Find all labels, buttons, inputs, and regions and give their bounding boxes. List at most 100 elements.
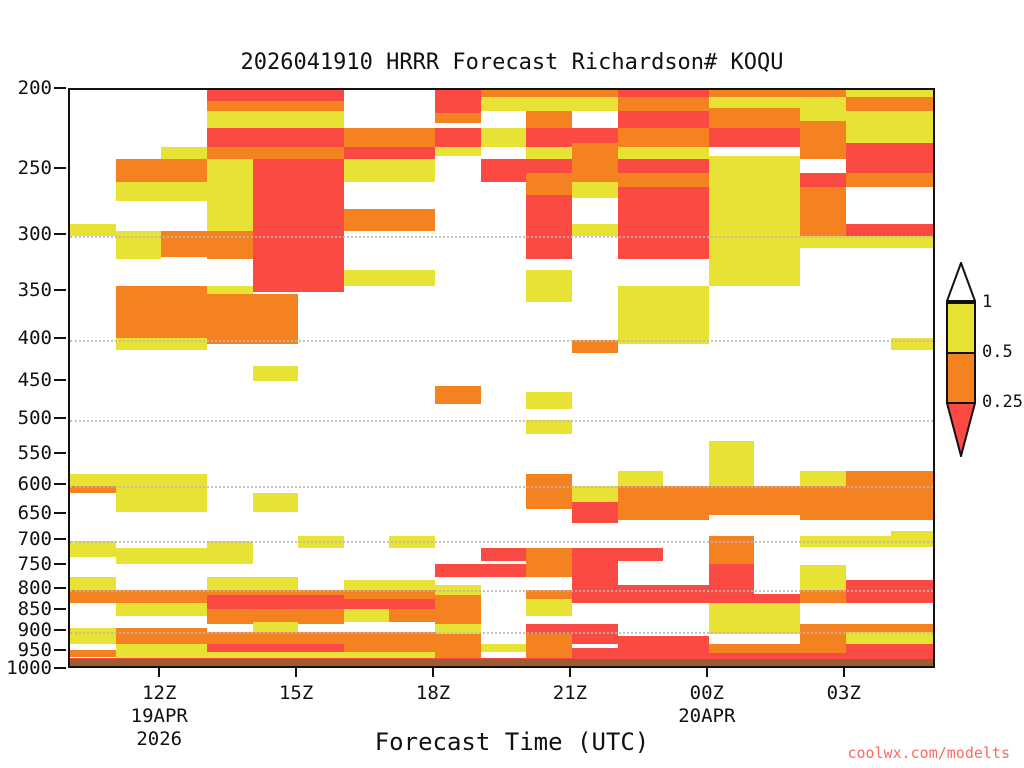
colorbar-tick-label: 1 xyxy=(982,292,993,312)
heatmap-cell xyxy=(708,585,755,595)
heatmap-cell xyxy=(800,107,846,122)
heatmap-cell xyxy=(70,223,116,237)
heatmap-cell xyxy=(115,231,162,244)
heatmap-cell xyxy=(480,589,527,603)
watermark: coolwx.com/modelts xyxy=(847,744,1010,762)
heatmap-cell xyxy=(571,158,618,182)
heatmap-cell xyxy=(298,536,344,548)
heatmap-cell xyxy=(526,195,572,232)
heatmap-cell xyxy=(526,127,572,147)
heatmap-cell xyxy=(115,651,207,659)
heatmap-cell xyxy=(571,565,618,586)
y-axis-tick-label: 800 xyxy=(17,576,52,599)
heatmap-cell xyxy=(845,187,933,224)
heatmap-cell xyxy=(845,565,933,581)
colorbar-tick-label: 0.25 xyxy=(982,392,1023,412)
heatmap-cell xyxy=(845,470,933,486)
heatmap-cell xyxy=(343,609,390,622)
heatmap-cell xyxy=(708,441,755,465)
x-axis-tick-label: 21Z xyxy=(552,682,588,704)
heatmap-cell xyxy=(526,599,572,616)
heatmap-cell xyxy=(70,643,116,650)
heatmap-cell xyxy=(708,173,801,196)
heatmap-cell xyxy=(800,236,846,248)
heatmap-cell xyxy=(571,636,618,644)
y-axis-tick-label: 300 xyxy=(17,223,52,246)
heatmap-cell xyxy=(435,127,481,147)
heatmap-cell xyxy=(617,187,709,209)
colorbar-above-max-arrow xyxy=(945,260,977,302)
heatmap-cell xyxy=(252,208,344,292)
heatmap-cell xyxy=(617,146,709,159)
colorbar-divider xyxy=(946,302,976,304)
heatmap-cell xyxy=(845,158,933,174)
heatmap-cell xyxy=(708,155,801,174)
heatmap-cell xyxy=(480,181,527,207)
heatmap-cell xyxy=(845,236,933,248)
heatmap-cell xyxy=(480,206,527,232)
heatmap-cell xyxy=(571,127,618,144)
heatmap-cell xyxy=(480,127,527,147)
heatmap-cell xyxy=(617,158,709,174)
heatmap-cell xyxy=(708,247,801,287)
heatmap-cell xyxy=(708,127,801,147)
heatmap-cell xyxy=(115,337,207,351)
heatmap-cell xyxy=(115,643,207,652)
heatmap-cell xyxy=(70,236,116,251)
colorbar-divider xyxy=(946,402,976,404)
y-axis-tick-mark xyxy=(54,87,66,89)
colorbar-legend[interactable]: 1 0.5 0.25 xyxy=(945,260,1023,460)
heatmap-cell xyxy=(343,643,436,652)
heatmap-cell xyxy=(800,173,846,188)
heatmap-cell xyxy=(617,90,709,98)
x-axis-tick-label: 18Z xyxy=(415,682,451,704)
heatmap-cell xyxy=(571,236,618,260)
y-axis-tick-label: 650 xyxy=(17,501,52,524)
heatmap-cell xyxy=(435,146,481,156)
heatmap-cell xyxy=(252,158,344,209)
y-axis-tick-mark xyxy=(54,629,66,632)
chart-title: 2026041910 HRRR Forecast Richardson# KOQ… xyxy=(240,50,784,75)
heatmap-cell xyxy=(708,90,846,98)
heatmap-cell xyxy=(571,585,618,603)
heatmap-cell xyxy=(206,632,344,644)
heatmap-cell xyxy=(708,634,801,644)
heatmap-cell xyxy=(480,576,527,590)
heatmap-cell xyxy=(206,589,344,595)
heatmap-cell xyxy=(480,158,527,182)
heatmap-cell xyxy=(343,632,436,644)
heatmap-cell xyxy=(708,653,801,661)
heatmap-cell xyxy=(708,623,801,635)
heatmap-cell xyxy=(708,107,801,128)
heatmap-cell xyxy=(845,143,933,159)
heatmap-cell xyxy=(161,231,207,244)
heatmap-cell xyxy=(845,223,933,237)
heatmap-cell xyxy=(571,485,618,503)
heatmap-cell xyxy=(891,531,933,542)
heatmap-cell xyxy=(526,485,572,510)
heatmap-cell xyxy=(571,223,618,237)
heatmap-cell xyxy=(845,546,933,566)
heatmap-cell xyxy=(800,623,846,636)
y-axis-tick-label: 900 xyxy=(17,619,52,642)
y-axis: 200 250 300 350 400 450 500 550 600 650 700 750 800 8… xyxy=(0,77,66,679)
heatmap-cell xyxy=(70,589,207,603)
colorbar-segment[interactable] xyxy=(946,302,976,352)
heatmap-cell xyxy=(435,155,481,182)
heatmap-cell xyxy=(571,623,618,636)
heatmap-cell xyxy=(526,110,572,128)
heatmap-cell xyxy=(70,200,116,224)
heatmap-plot-area[interactable] xyxy=(68,88,935,668)
heatmap-cell xyxy=(343,127,436,147)
heatmap-cell xyxy=(70,628,116,644)
heatmap-cell xyxy=(845,623,933,633)
heatmap-cell xyxy=(526,651,572,659)
heatmap-cell xyxy=(480,90,618,98)
heatmap-cell xyxy=(571,198,618,224)
heatmap-cell xyxy=(617,470,664,486)
colorbar-segment[interactable] xyxy=(946,352,976,402)
heatmap-cell xyxy=(480,602,527,620)
y-axis-tick-mark xyxy=(54,379,66,382)
heatmap-cell xyxy=(206,231,253,260)
heatmap-cell xyxy=(480,643,527,652)
